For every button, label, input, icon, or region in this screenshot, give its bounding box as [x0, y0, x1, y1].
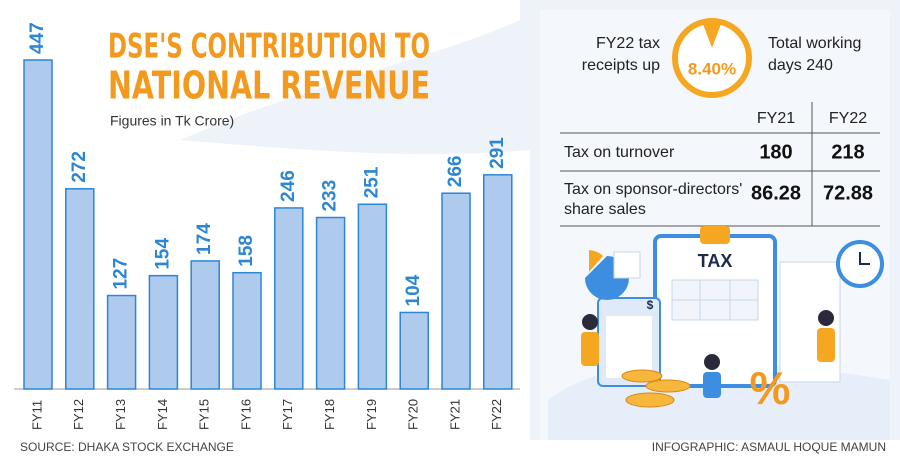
x-tick-label: FY14 [155, 399, 170, 430]
calculator-keys [606, 316, 652, 378]
value-label: 233 [320, 180, 341, 212]
value-label: 266 [445, 156, 466, 188]
callout-wedge [703, 24, 721, 48]
table-cell: 86.28 [751, 182, 801, 204]
value-label: 272 [69, 151, 90, 183]
x-tick-label: FY19 [364, 399, 379, 430]
source: SOURCE: DHAKA STOCK EXCHANGE [20, 440, 234, 454]
value-label: 154 [152, 238, 173, 270]
x-tick-label: FY18 [322, 399, 337, 430]
illustration-label: TAX [698, 251, 733, 271]
table-cell: 218 [831, 141, 864, 163]
coins [645, 379, 691, 393]
x-tick-label: FY20 [406, 399, 421, 430]
table-cell: 72.88 [823, 182, 873, 204]
bar [399, 311, 429, 390]
x-tick-label: FY21 [447, 399, 462, 430]
coins [625, 392, 675, 408]
table-cell: share sales [564, 201, 646, 218]
value-label: 127 [111, 258, 132, 290]
value-label: 104 [403, 274, 424, 306]
bar [441, 192, 471, 390]
figure [581, 332, 599, 366]
bar-icon [613, 251, 641, 279]
pie-icon [589, 250, 603, 272]
callout-text: days 240 [768, 57, 833, 74]
x-tick-label: FY22 [489, 399, 504, 430]
x-tick-label: FY12 [71, 399, 86, 430]
bar [106, 294, 137, 390]
x-tick-label: FY17 [280, 399, 295, 430]
bar [190, 260, 220, 390]
value-label: 158 [236, 235, 257, 267]
x-tick-label: FY15 [197, 399, 212, 430]
bar [232, 271, 262, 390]
x-tick-label: FY11 [29, 400, 44, 430]
figure [582, 314, 598, 330]
illustration-label: % [750, 362, 791, 414]
x-tick-label: FY16 [238, 399, 253, 430]
chart-title: DSE'S CONTRIBUTION TO [108, 27, 430, 67]
bar [23, 59, 53, 390]
figure [817, 328, 835, 362]
callout-text: receipts up [582, 57, 660, 74]
figure [818, 310, 834, 326]
coins [621, 369, 663, 383]
value-label: 246 [278, 170, 299, 202]
figure [704, 354, 720, 370]
table-cell: Tax on turnover [564, 144, 675, 161]
table-cell: Tax on sponsor-directors' [564, 181, 742, 198]
bar [315, 216, 346, 390]
figure [703, 372, 721, 398]
clock-hands [859, 252, 870, 265]
bar [357, 203, 388, 390]
callout-text: Total working [768, 35, 861, 52]
table-header: FY22 [829, 110, 867, 127]
bar [148, 274, 179, 390]
illustration-label: $ [647, 298, 654, 312]
chart-title: NATIONAL REVENUE [108, 64, 430, 108]
table: FY21 FY22 Tax on turnover 180 218 Tax on… [560, 102, 880, 227]
value-label: 174 [194, 223, 215, 255]
clip [700, 226, 730, 244]
bar [483, 174, 513, 390]
chart-subtitle: Figures in Tk Crore) [110, 113, 234, 129]
bar [65, 188, 95, 390]
x-tick-label: FY13 [113, 399, 128, 430]
callout-ring [672, 18, 752, 98]
bar [274, 207, 304, 390]
table-header: FY21 [757, 110, 795, 127]
callout-text: FY22 tax [596, 35, 660, 52]
table-cell: 180 [759, 141, 792, 163]
callout-value: 8.40% [688, 59, 736, 78]
value-label: 251 [361, 166, 382, 198]
value-label: 447 [27, 22, 48, 54]
value-label: 291 [487, 137, 508, 169]
credit: INFOGRAPHIC: ASMAUL HOQUE MAMUN [652, 440, 886, 454]
illustration: TAX $ % [548, 226, 890, 440]
